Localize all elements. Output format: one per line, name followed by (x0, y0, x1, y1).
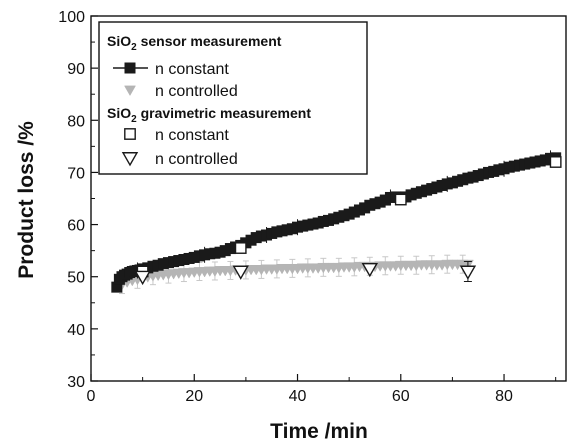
series-1 (116, 254, 474, 295)
data-point (232, 265, 249, 280)
legend-heading-prefix: SiO (107, 105, 131, 121)
y-axis-label: Product loss /% (15, 121, 38, 279)
y-tick-label: 40 (67, 322, 85, 339)
x-tick-label: 0 (87, 388, 96, 405)
data-point (394, 193, 407, 206)
legend-heading-suffix: sensor measurement (137, 33, 282, 49)
y-tick-label: 60 (67, 218, 85, 235)
legend-entry-label: n controlled (155, 151, 238, 168)
legend-marker (124, 128, 136, 140)
y-tick-label: 80 (67, 113, 85, 130)
legend-entry-label: n constant (155, 127, 229, 144)
legend-heading-gravimetric: SiO2 gravimetric measurement (107, 105, 311, 125)
legend-marker (124, 85, 136, 97)
series-0 (111, 150, 562, 293)
data-point (234, 242, 247, 254)
data-point (361, 262, 379, 278)
legend-entry-label: n controlled (155, 83, 238, 100)
data-point (134, 270, 151, 286)
y-tick-label: 70 (67, 165, 85, 182)
data-point (549, 156, 562, 168)
legend-heading-subscript: 2 (131, 42, 137, 53)
data-point (459, 265, 477, 280)
axes: 30 40 50 60 70 80 90 100 0 20 40 60 80 (58, 9, 567, 405)
legend-heading-subscript: 2 (131, 114, 137, 125)
x-tick-label: 80 (495, 388, 513, 405)
legend-entry-label: n constant (155, 61, 229, 78)
legend-box (98, 21, 368, 175)
legend-heading-sensor: SiO2 sensor measurement (107, 33, 282, 53)
y-tick-label: 90 (67, 61, 85, 78)
y-tick-label: 100 (58, 9, 85, 26)
y-tick-label: 30 (67, 374, 85, 391)
x-tick-label: 20 (185, 388, 203, 405)
x-axis-label: Time /min (270, 420, 368, 443)
legend-heading-suffix: gravimetric measurement (137, 105, 312, 121)
x-tick-label: 40 (289, 388, 307, 405)
series-3 (134, 261, 477, 286)
legend-heading-prefix: SiO (107, 33, 131, 49)
data-series (111, 150, 562, 295)
legend-marker (124, 62, 136, 74)
y-tick-label: 50 (67, 270, 85, 287)
legend-marker (121, 152, 139, 167)
x-tick-label: 60 (392, 388, 410, 405)
